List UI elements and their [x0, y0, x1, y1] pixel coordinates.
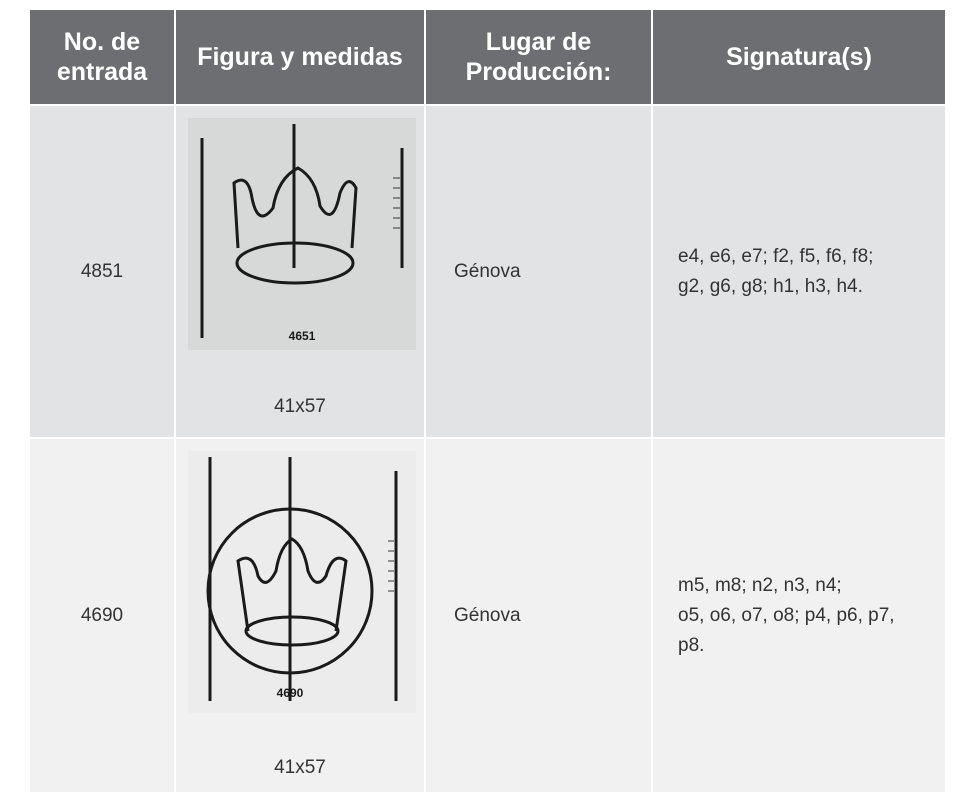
header-cell: Figura y medidas	[176, 10, 424, 104]
image-label: 4690	[277, 686, 304, 700]
entry-cell: 4690	[30, 439, 174, 792]
signature-line: p8.	[678, 634, 705, 656]
figure-cell: 4651 41x57	[176, 106, 424, 437]
signatures-cell: m5, m8; n2, n3, n4; o5, o6, o7, o8; p4, p…	[653, 439, 945, 792]
watermark-image: 4651	[188, 118, 416, 350]
header-cell: Signatura(s)	[653, 10, 945, 104]
size-text: 41x57	[274, 396, 326, 417]
signature-line: g2, g6, g8; h1, h3, h4.	[678, 275, 863, 297]
entry-cell: 4851	[30, 106, 174, 437]
header-cell: Lugar de Producción:	[426, 10, 651, 104]
place-cell: Génova	[426, 106, 651, 437]
signature-line: o5, o6, o7, o8; p4, p6, p7,	[678, 604, 895, 626]
figure-cell: 4690 41x57	[176, 439, 424, 792]
size-text: 41x57	[274, 757, 326, 778]
image-label: 4651	[289, 329, 316, 343]
signature-line: e4, e6, e7; f2, f5, f6, f8;	[678, 245, 874, 267]
signatures-cell: e4, e6, e7; f2, f5, f6, f8; g2, g6, g8; h…	[653, 106, 945, 437]
header-cell: No. de entrada	[30, 10, 174, 104]
watermark-image: 4690	[188, 451, 416, 713]
signature-line: m5, m8; n2, n3, n4;	[678, 574, 842, 596]
place-cell: Génova	[426, 439, 651, 792]
